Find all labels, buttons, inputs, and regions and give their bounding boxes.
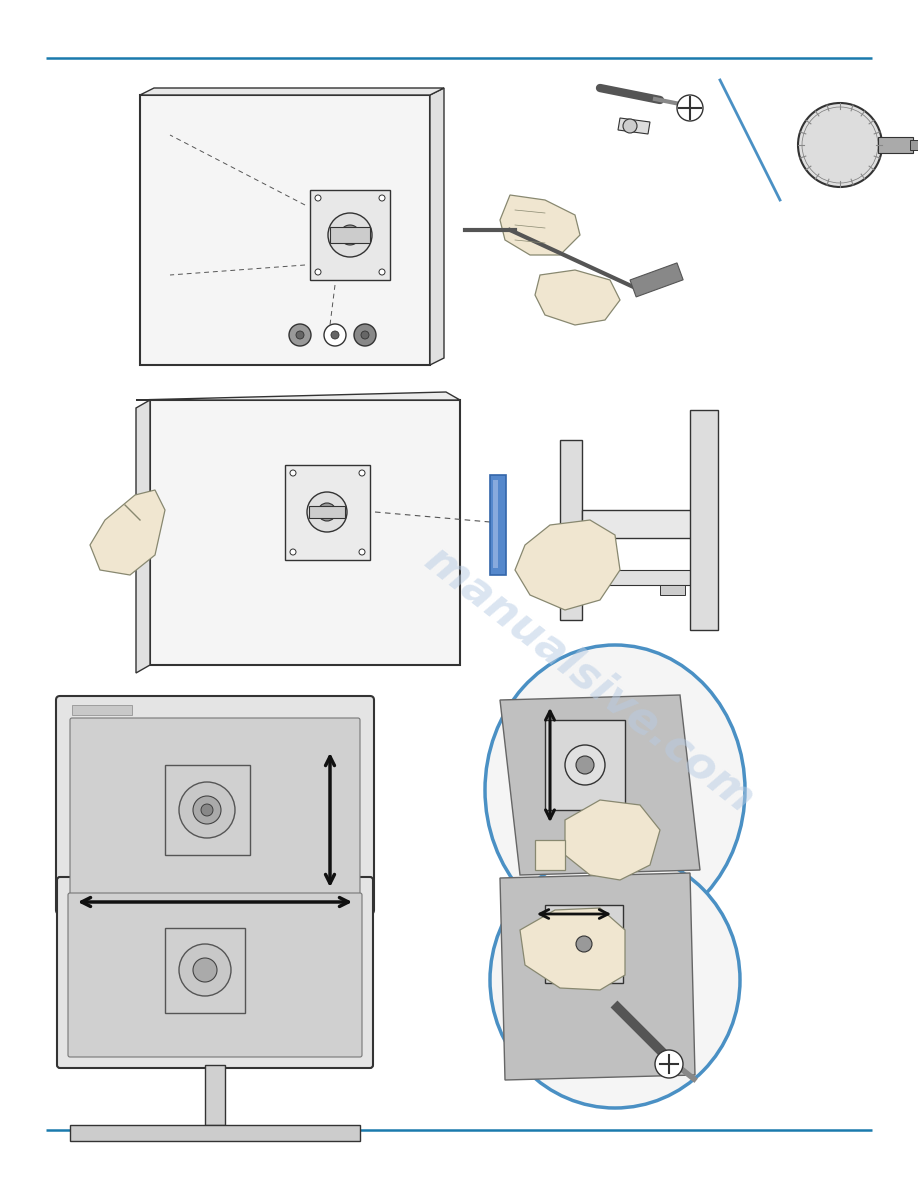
FancyBboxPatch shape [57,877,373,1068]
Bar [490,475,506,575]
Ellipse shape [485,645,745,935]
Polygon shape [136,400,150,672]
Circle shape [289,324,311,346]
Bar [660,584,685,595]
Circle shape [328,213,372,257]
FancyBboxPatch shape [56,696,374,914]
Polygon shape [309,506,345,518]
Circle shape [565,745,605,785]
Circle shape [193,958,217,982]
Bar [910,140,918,150]
Bar [878,137,913,153]
Circle shape [379,268,385,274]
Text: manualsive.com: manualsive.com [417,538,763,822]
FancyBboxPatch shape [545,905,623,982]
Polygon shape [140,88,444,95]
Circle shape [359,549,365,555]
Circle shape [802,107,878,183]
Bar [560,440,582,620]
Circle shape [379,195,385,201]
Circle shape [798,103,882,187]
Polygon shape [90,489,165,575]
Polygon shape [330,227,370,244]
Polygon shape [565,800,660,880]
Bar [582,570,692,584]
Bar [203,910,227,975]
Circle shape [576,936,592,952]
FancyBboxPatch shape [68,893,362,1057]
Bar [70,1125,360,1140]
Circle shape [655,1050,683,1078]
Bar [690,410,718,630]
Bar [205,1064,225,1125]
Circle shape [340,225,360,245]
Circle shape [623,119,637,133]
Ellipse shape [490,852,740,1108]
Circle shape [318,503,336,522]
Circle shape [576,756,594,775]
Polygon shape [520,908,625,990]
FancyBboxPatch shape [285,465,370,560]
Polygon shape [535,270,620,326]
Circle shape [201,804,213,816]
Bar [70,975,360,993]
Polygon shape [535,840,565,870]
Circle shape [315,268,321,274]
Circle shape [324,324,346,346]
Circle shape [179,782,235,838]
FancyBboxPatch shape [545,720,625,810]
Polygon shape [500,195,580,255]
Circle shape [566,925,602,962]
Polygon shape [430,88,444,365]
Polygon shape [500,873,695,1080]
Polygon shape [618,118,650,134]
Circle shape [677,95,703,121]
Circle shape [315,195,321,201]
Bar [582,510,702,538]
Circle shape [193,796,221,824]
Circle shape [359,470,365,476]
Polygon shape [150,400,460,665]
Polygon shape [580,810,590,840]
Polygon shape [500,695,700,876]
Bar [493,480,498,568]
Bar [630,263,683,297]
Circle shape [331,331,339,339]
Circle shape [290,470,296,476]
Circle shape [361,331,369,339]
FancyBboxPatch shape [70,718,360,902]
FancyBboxPatch shape [310,190,390,280]
Circle shape [179,944,231,996]
Circle shape [296,331,304,339]
Polygon shape [136,392,460,400]
Bar [72,704,132,715]
Polygon shape [140,95,430,365]
Circle shape [307,492,347,532]
Circle shape [354,324,376,346]
Polygon shape [515,520,620,609]
Circle shape [290,549,296,555]
